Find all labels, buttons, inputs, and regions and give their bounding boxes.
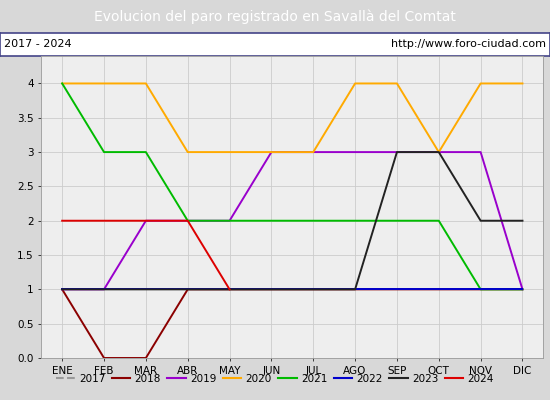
Text: 2017 - 2024: 2017 - 2024 [4,39,72,49]
Text: Evolucion del paro registrado en Savallà del Comtat: Evolucion del paro registrado en Savallà… [94,9,456,24]
Text: http://www.foro-ciudad.com: http://www.foro-ciudad.com [390,39,546,49]
Legend: 2017, 2018, 2019, 2020, 2021, 2022, 2023, 2024: 2017, 2018, 2019, 2020, 2021, 2022, 2023… [52,370,498,388]
